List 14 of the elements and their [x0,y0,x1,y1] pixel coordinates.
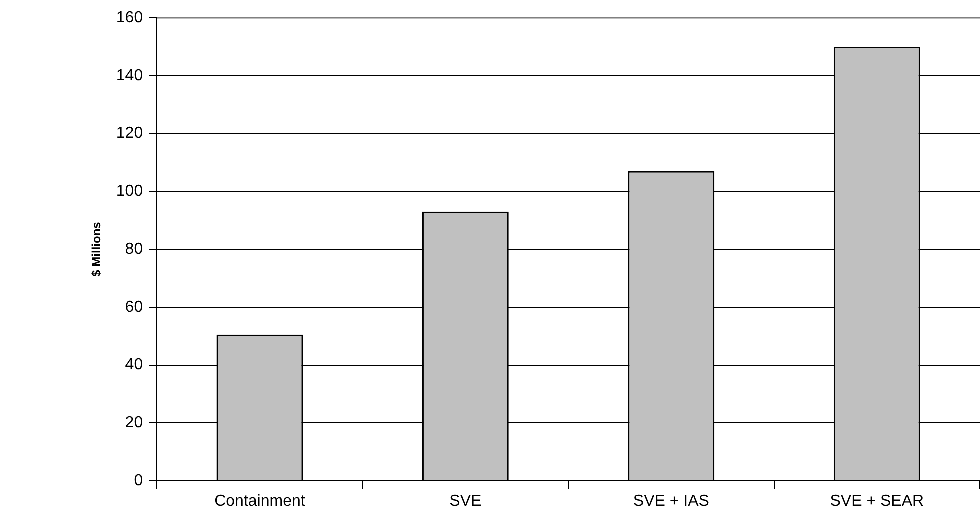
y-tick-label: 20 [125,414,144,432]
y-tick-label: 140 [116,67,144,84]
y-tick-label: 60 [125,298,144,316]
x-tick-label: SVE [450,493,482,510]
y-axis-title: $ Millions [90,222,104,277]
y-tick-label: 0 [134,472,144,490]
y-tick-label: 120 [116,125,144,142]
y-tick-label: 80 [125,240,144,258]
y-tick-label: 160 [116,9,144,26]
x-tick-label: SVE + IAS [633,493,710,510]
y-tick-label: 40 [125,356,144,374]
x-tick-label: Containment [214,493,306,510]
y-tick-label: 100 [116,183,144,200]
x-tick-label: SVE + SEAR [830,493,924,510]
